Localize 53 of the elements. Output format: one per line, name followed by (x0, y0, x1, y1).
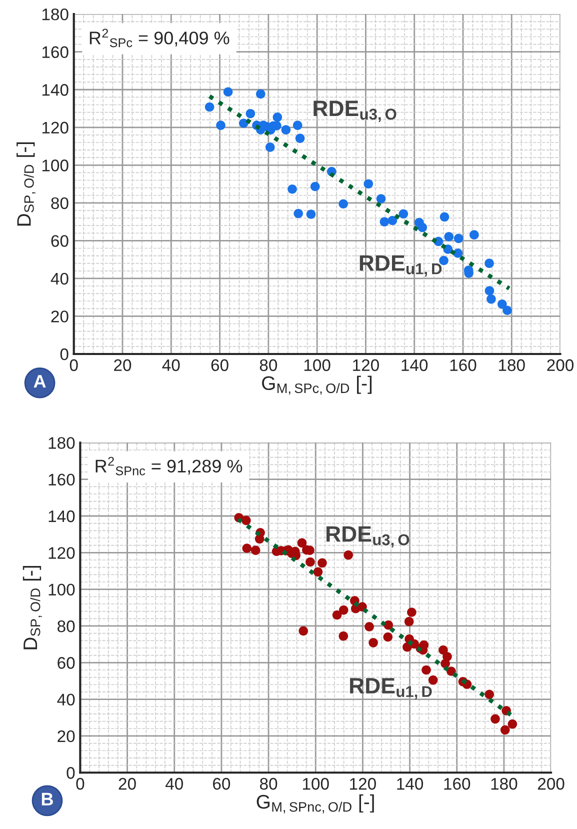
x-tick-label: 100 (304, 359, 330, 372)
y-tick-label: 100 (48, 584, 75, 596)
y-tick-label: 60 (51, 235, 68, 247)
x-tick-label: 80 (260, 778, 278, 790)
y-tick-label: 80 (58, 620, 75, 632)
text: B (42, 792, 53, 806)
y-tick-label: 160 (42, 46, 68, 58)
y-tick-label: 180 (42, 8, 68, 20)
y-axis-title: D$_{SP,O/D}$ [-] (16, 142, 36, 226)
y-axis-title: D$_{SP,O/D}$ [-] (22, 566, 42, 650)
annotation: R$^{2}$$_{SPnc}$ = 91,289 % (96, 456, 242, 476)
x-tick-label: 180 (491, 778, 518, 790)
x-tick-label: 0 (76, 778, 84, 790)
x-tick-label: 160 (444, 778, 470, 790)
y-tick-label: 120 (42, 122, 68, 134)
y-tick-label: 80 (51, 197, 68, 210)
y-tick-label: 60 (58, 657, 75, 669)
x-tick-label: 20 (118, 778, 136, 790)
annotation: RDE$_{u1,D}$ (360, 255, 442, 277)
x-tick-label: 40 (165, 778, 183, 790)
x-tick-label: 180 (498, 359, 525, 372)
y-tick-label: 20 (51, 310, 68, 322)
x-tick-label: 120 (353, 359, 379, 372)
y-tick-label: 160 (48, 474, 75, 486)
y-tick-label: 140 (42, 84, 68, 96)
y-tick-label: 120 (48, 547, 75, 559)
x-tick-label: 140 (402, 359, 428, 372)
y-tick-label: 20 (58, 730, 75, 742)
x-tick-label: 140 (397, 778, 424, 790)
x-tick-label: 40 (162, 359, 180, 372)
y-tick-label: 0 (60, 348, 68, 360)
x-tick-label: 60 (213, 778, 230, 790)
y-tick-label: 40 (50, 272, 68, 285)
x-tick-label: 160 (450, 359, 476, 372)
text: A (34, 375, 46, 388)
y-tick-label: 40 (57, 694, 75, 706)
y-tick-label: 140 (48, 510, 75, 522)
x-tick-label: 200 (538, 778, 564, 790)
x-tick-label: 200 (547, 359, 574, 372)
x-tick-label: 80 (260, 359, 278, 372)
annotation: RDE$_{u3,O}$ (326, 526, 410, 548)
annotation: RDE$_{u3,O}$ (314, 100, 396, 122)
y-tick-label: 180 (48, 437, 75, 449)
x-tick-label: 120 (350, 778, 376, 790)
x-tick-label: 60 (211, 359, 228, 372)
y-tick-label: 100 (42, 160, 68, 172)
annotation: R$^{2}$$_{SPc}$ = 90,409 % (90, 28, 230, 48)
x-axis-title: G$_{M,SPc,O/D}$ [-] (262, 376, 372, 395)
y-tick-label: 0 (66, 767, 75, 779)
x-tick-label: 20 (114, 359, 132, 372)
x-axis-title: G$_{M,SPnc,O/D}$ [-] (256, 794, 374, 814)
annotation: RDE$_{u1,D}$ (350, 678, 432, 700)
x-tick-label: 100 (302, 778, 329, 790)
